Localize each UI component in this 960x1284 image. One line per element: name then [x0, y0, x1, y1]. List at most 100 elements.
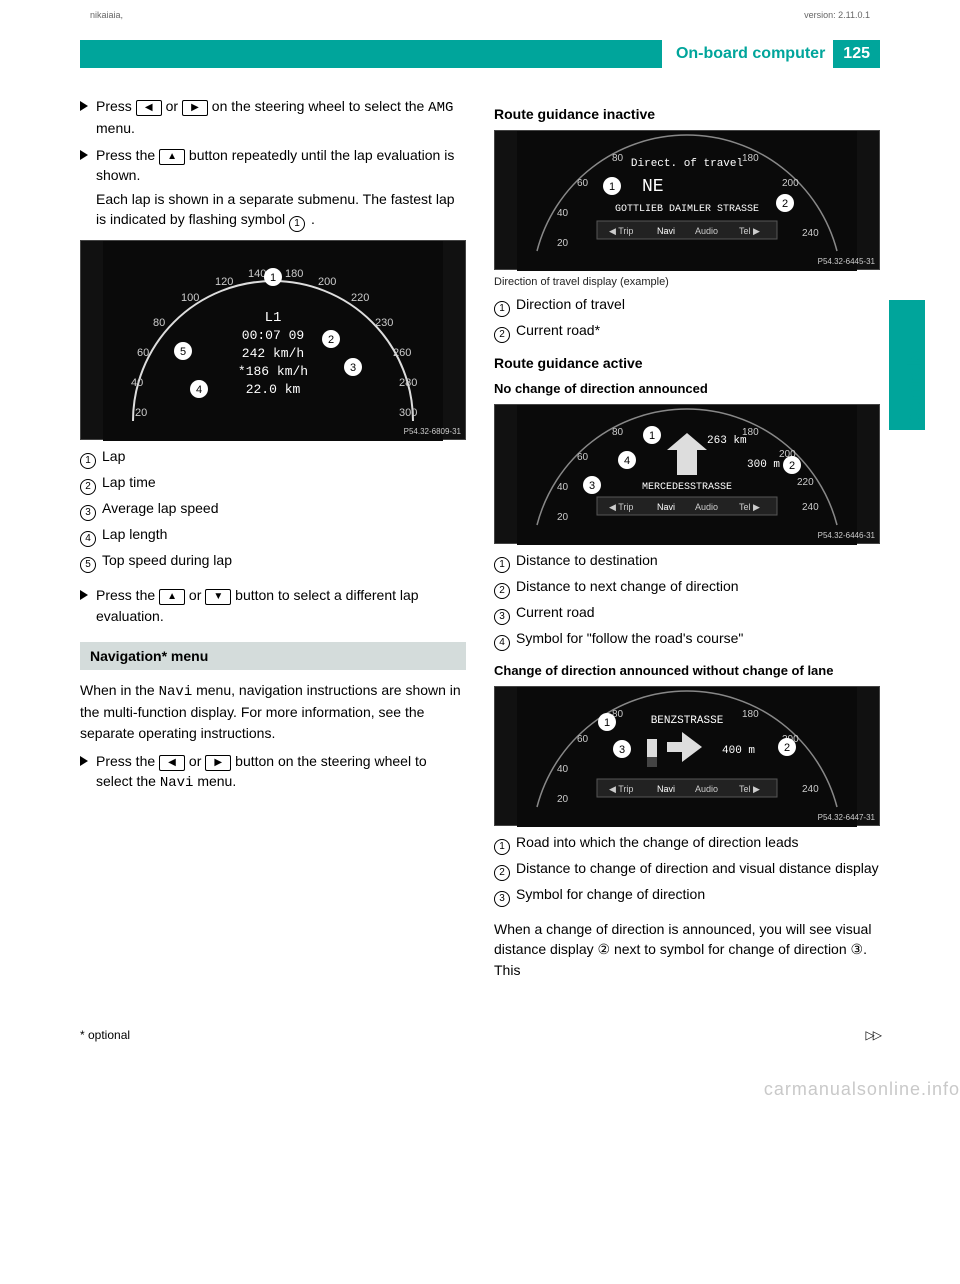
gauge-svg: 20 40 60 80 100 120 140 180 200 220 230 … [81, 241, 465, 441]
figure-code: P54.32-6447-31 [818, 813, 875, 822]
legend-text: Direction of travel [516, 296, 625, 312]
triangle-bullet-icon [80, 590, 88, 600]
callout-icon: 4 [494, 635, 510, 651]
svg-text:220: 220 [351, 292, 369, 304]
text: Each lap is shown in a separate submenu.… [96, 191, 455, 227]
legend-text: Top speed during lap [102, 552, 232, 568]
legend-text: Current road* [516, 322, 600, 338]
svg-text:Audio: Audio [695, 784, 718, 794]
svg-text:4: 4 [196, 384, 202, 396]
svg-text:263 km: 263 km [707, 435, 747, 447]
svg-text:80: 80 [153, 317, 165, 329]
svg-text:60: 60 [577, 452, 589, 463]
callout-icon: 3 [494, 609, 510, 625]
svg-text:2: 2 [789, 460, 795, 472]
svg-text:3: 3 [350, 362, 356, 374]
svg-text:180: 180 [285, 268, 303, 280]
svg-text:NE: NE [642, 177, 664, 197]
left-column: Press ◀ or ▶ on the steering wheel to se… [80, 96, 466, 988]
svg-text:2: 2 [328, 334, 334, 346]
triangle-bullet-icon [80, 150, 88, 160]
svg-text:220: 220 [797, 477, 814, 488]
svg-text:80: 80 [612, 427, 624, 438]
svg-text:Audio: Audio [695, 502, 718, 512]
instruction-step: Press the ▲ or ▼ button to select a diff… [80, 585, 466, 626]
svg-text:100: 100 [181, 292, 199, 304]
svg-text:L1: L1 [265, 310, 282, 326]
legend-list: 1 Direction of travel 2 Current road* [494, 296, 880, 343]
continue-icon: ▷▷ [866, 1028, 880, 1042]
sub-sub-heading: No change of direction announced [494, 381, 880, 396]
svg-text:GOTTLIEB DAIMLER STRASSE: GOTTLIEB DAIMLER STRASSE [615, 204, 759, 215]
svg-text:3: 3 [589, 480, 595, 492]
svg-text:00:07 09: 00:07 09 [242, 328, 304, 343]
svg-text:◀ Trip: ◀ Trip [609, 502, 633, 512]
svg-text:Navi: Navi [657, 502, 675, 512]
svg-text:2: 2 [782, 198, 788, 210]
svg-text:280: 280 [399, 377, 417, 389]
page-number: 125 [833, 40, 880, 68]
svg-text:40: 40 [557, 208, 569, 219]
svg-text:Tel ▶: Tel ▶ [739, 226, 760, 236]
nav-change-figure: 20 40 60 80 180 200 240 BENZSTRASSE 400 … [494, 686, 880, 826]
svg-text:*186 km/h: *186 km/h [238, 364, 308, 379]
callout-1-icon: 1 [289, 216, 305, 232]
text: on the steering wheel to select the [208, 98, 428, 114]
legend-list: 1Distance to destination 2Distance to ne… [494, 552, 880, 651]
callout-icon: 2 [80, 479, 96, 495]
callout-icon: 5 [80, 557, 96, 573]
callout-icon: 3 [80, 505, 96, 521]
svg-text:BENZSTRASSE: BENZSTRASSE [651, 715, 724, 727]
triangle-bullet-icon [80, 756, 88, 766]
sub-sub-heading: Change of direction announced without ch… [494, 663, 880, 678]
menu-name: AMG [428, 100, 453, 116]
down-arrow-key-icon: ▼ [205, 589, 231, 605]
nav-active-figure: 20 40 60 80 180 200 220 240 263 km 300 m… [494, 404, 880, 544]
svg-text:4: 4 [624, 455, 630, 467]
menu-name: Navi [160, 775, 194, 791]
text: or [162, 98, 182, 114]
legend-text: Current road [516, 604, 595, 620]
svg-text:◀ Trip: ◀ Trip [609, 226, 633, 236]
up-arrow-key-icon: ▲ [159, 149, 185, 165]
svg-text:200: 200 [782, 178, 799, 189]
left-arrow-key-icon: ◀ [136, 100, 162, 116]
svg-text:Navi: Navi [657, 784, 675, 794]
svg-text:300 m: 300 m [747, 459, 780, 471]
callout-icon: 1 [494, 301, 510, 317]
figure-caption: Direction of travel display (example) [494, 276, 880, 288]
svg-text:40: 40 [557, 482, 569, 493]
body-text: When in the Navi menu, navigation instru… [80, 680, 466, 743]
page-title: On-board computer [662, 41, 833, 67]
callout-icon: 2 [494, 865, 510, 881]
right-arrow-key-icon: ▶ [182, 100, 208, 116]
callout-icon: 2 [494, 327, 510, 343]
svg-text:20: 20 [557, 512, 569, 523]
legend-text: Distance to destination [516, 552, 658, 568]
sub-heading: Route guidance inactive [494, 106, 880, 122]
svg-text:Audio: Audio [695, 226, 718, 236]
svg-text:230: 230 [375, 317, 393, 329]
svg-text:60: 60 [577, 178, 589, 189]
svg-text:◀ Trip: ◀ Trip [609, 784, 633, 794]
svg-text:60: 60 [137, 347, 149, 359]
legend-text: Lap time [102, 474, 156, 490]
figure-code: P54.32-6809-31 [404, 427, 461, 436]
svg-text:260: 260 [393, 347, 411, 359]
svg-text:240: 240 [802, 784, 819, 795]
svg-text:5: 5 [180, 346, 186, 358]
legend-list: 1Lap 2Lap time 3Average lap speed 4Lap l… [80, 448, 466, 573]
text: or [185, 753, 205, 769]
meta-left: nikaiaia, [90, 10, 123, 20]
text: Press the [96, 587, 159, 603]
svg-text:MERCEDESSTRASSE: MERCEDESSTRASSE [642, 482, 732, 493]
svg-text:240: 240 [802, 228, 819, 239]
legend-text: Distance to change of direction and visu… [516, 860, 879, 876]
svg-text:80: 80 [612, 153, 624, 164]
instruction-step: Press ◀ or ▶ on the steering wheel to se… [80, 96, 466, 139]
legend-text: Lap length [102, 526, 167, 542]
svg-text:180: 180 [742, 709, 759, 720]
body-text: When a change of direction is announced,… [494, 919, 880, 980]
text: or [185, 587, 205, 603]
footnote: * optional [80, 1028, 130, 1042]
